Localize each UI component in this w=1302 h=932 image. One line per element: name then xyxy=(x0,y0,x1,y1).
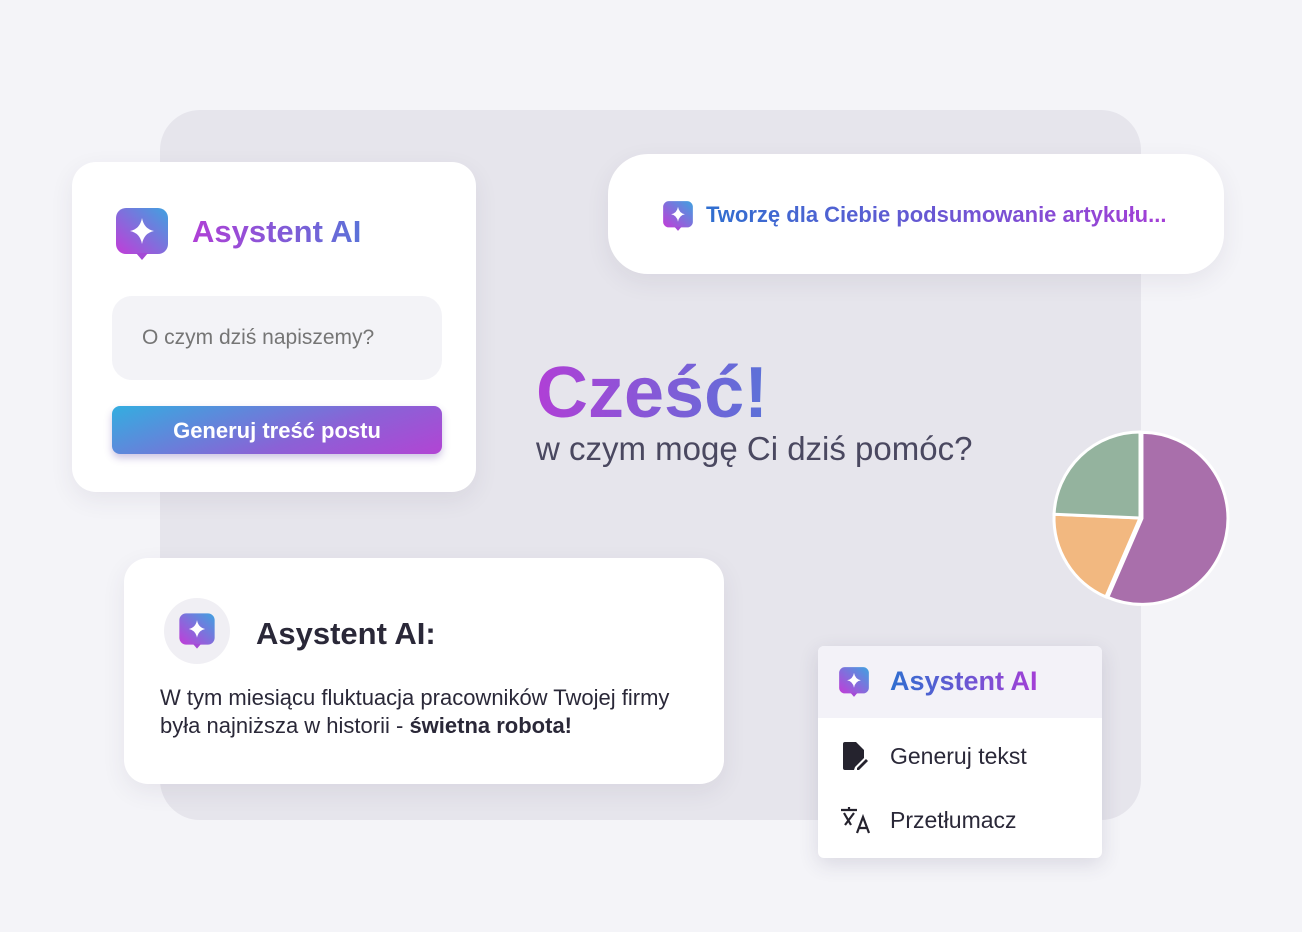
message-card: Asystent AI: W tym miesiącu fluktuacja p… xyxy=(124,558,724,784)
menu-header: Asystent AI xyxy=(818,646,1102,718)
assistant-title: Asystent AI xyxy=(192,214,362,249)
menu-title: Asystent AI xyxy=(890,666,1038,696)
pie-slice xyxy=(1052,512,1143,599)
generate-post-button[interactable]: Generuj treść postu xyxy=(112,406,442,454)
message-highlight: świetna robota! xyxy=(409,713,573,738)
pie-slice xyxy=(1105,430,1230,606)
assistant-logo-icon xyxy=(178,612,216,655)
file-edit-icon xyxy=(818,741,890,771)
pie-slice xyxy=(1052,430,1142,520)
menu-item-label: Generuj tekst xyxy=(890,742,1027,769)
status-text: Tworzę dla Ciebie podsumowanie artykułu.… xyxy=(706,202,1167,227)
message-body: W tym miesiącu fluktuacja pracowników Tw… xyxy=(160,685,670,738)
translate-icon xyxy=(818,805,890,835)
assistant-card: Asystent AI Generuj treść postu xyxy=(72,162,476,492)
menu-item-label: Przetłumacz xyxy=(890,806,1017,833)
greeting-subtitle: w czym mogę Ci dziś pomóc? xyxy=(536,430,973,467)
prompt-input[interactable] xyxy=(112,296,442,380)
greeting-title: Cześć! xyxy=(536,353,769,433)
message-title: Asystent AI: xyxy=(256,616,436,651)
avatar xyxy=(164,598,230,664)
assistant-menu: Asystent AI Generuj tekst Przetłumacz xyxy=(818,646,1102,858)
status-bubble: Tworzę dla Ciebie podsumowanie artykułu.… xyxy=(608,154,1224,274)
assistant-logo-icon xyxy=(838,666,870,703)
pie-chart xyxy=(1052,430,1230,606)
assistant-logo-icon xyxy=(662,200,694,237)
assistant-logo-icon xyxy=(114,206,170,267)
menu-item-translate[interactable]: Przetłumacz xyxy=(818,792,1102,848)
message-text: W tym miesiącu fluktuacja pracowników Tw… xyxy=(160,684,700,740)
menu-item-generate-text[interactable]: Generuj tekst xyxy=(818,728,1102,784)
